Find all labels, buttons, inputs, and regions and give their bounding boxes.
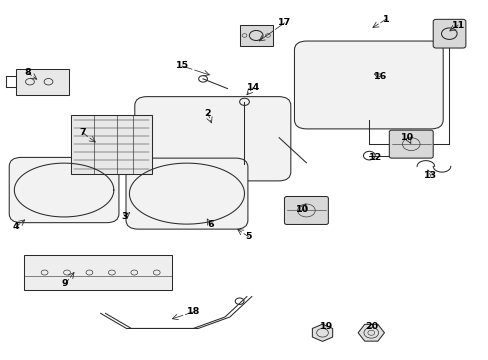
Text: 19: 19 [319,322,332,331]
Text: 18: 18 [186,307,200,316]
Text: 5: 5 [244,232,251,241]
Polygon shape [312,324,332,341]
Text: 10: 10 [401,133,413,142]
Polygon shape [24,255,172,291]
Text: 13: 13 [423,171,436,180]
FancyBboxPatch shape [294,41,442,129]
FancyBboxPatch shape [135,96,290,181]
Text: 16: 16 [373,72,386,81]
Text: 11: 11 [450,21,464,30]
Text: 12: 12 [368,153,381,162]
Text: 7: 7 [79,128,86,137]
Text: 1: 1 [382,15,388,24]
FancyBboxPatch shape [71,116,152,174]
Text: 8: 8 [24,68,31,77]
FancyBboxPatch shape [432,19,465,48]
Text: 20: 20 [365,322,378,331]
Text: 9: 9 [61,279,68,288]
Text: 14: 14 [246,83,259,92]
Text: 3: 3 [122,212,128,221]
Text: 15: 15 [175,62,188,71]
FancyBboxPatch shape [126,158,247,229]
Text: 17: 17 [277,18,290,27]
FancyBboxPatch shape [9,157,119,223]
Polygon shape [357,324,384,341]
FancyBboxPatch shape [239,25,272,46]
FancyBboxPatch shape [388,130,432,158]
Text: 2: 2 [204,109,211,118]
Text: 4: 4 [13,222,20,231]
FancyBboxPatch shape [284,197,328,225]
FancyBboxPatch shape [16,69,69,95]
Text: 6: 6 [206,220,213,229]
Text: 10: 10 [295,205,308,214]
